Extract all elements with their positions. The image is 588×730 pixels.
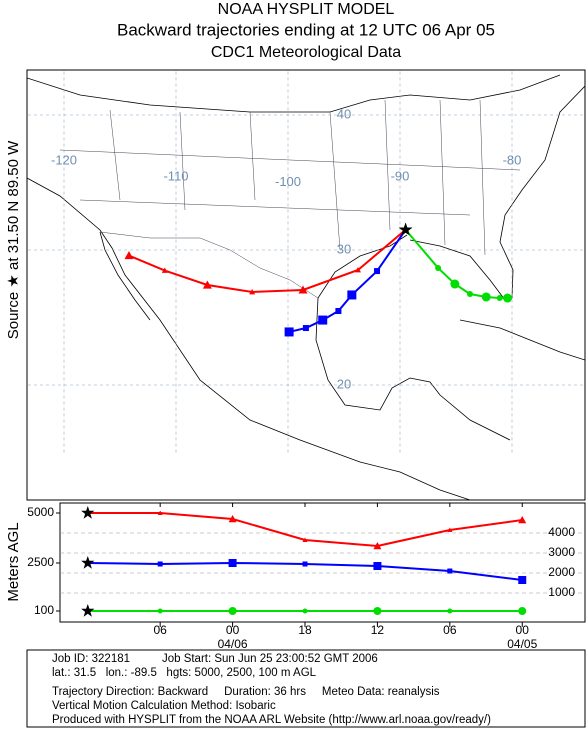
marker [481,292,491,302]
y-tick-label: 100 [34,603,54,617]
marker [157,510,163,515]
lat-label: 40 [337,106,351,121]
marker [447,527,453,532]
marker [467,291,473,298]
source-star [81,556,95,569]
marker [161,267,168,273]
lon-label: -80 [503,152,522,167]
marker [347,290,357,300]
x-tick-label: 12 [371,623,385,637]
coast [409,85,585,301]
marker [228,559,237,567]
border [99,231,319,299]
footer-box [26,649,586,728]
marker [373,562,382,570]
y-tick-label: 1000 [548,585,575,599]
x-date-label: 04/06 [218,637,248,651]
footer-line: Trajectory Direction: Backward Duration:… [52,686,440,698]
marker [518,576,527,584]
map-frame [26,69,586,501]
marker [373,607,382,615]
marker [202,280,212,289]
marker [302,537,308,542]
marker [355,266,361,273]
x-tick-label: 06 [153,623,167,637]
marker [228,515,237,523]
marker [302,325,309,332]
x-tick-label: 18 [298,623,312,637]
y-axis-label: Meters AGL [5,522,22,601]
marker [447,568,453,574]
coast [459,319,585,361]
footer-line: lat.: 31.5 lon.: -89.5 hgts: 5000, 2500,… [52,667,317,679]
map-outlines [27,74,585,500]
marker [496,295,503,302]
lat-label: 30 [337,241,351,256]
y-tick-label: 3000 [548,545,575,559]
marker [450,279,460,289]
x-tick-label: 00 [226,623,240,637]
title: NOAA HYSPLIT MODEL [218,1,395,18]
coast [27,177,471,500]
footer-line: Vertical Motion Calculation Method: Isob… [52,700,276,712]
marker [284,327,294,337]
lon-label: -110 [163,169,188,184]
x-date-label: 04/05 [507,637,537,651]
source-star [81,604,95,617]
marker [518,607,527,615]
marker [302,608,308,614]
lon-label: -100 [275,174,301,189]
map-layer: -120 -110 -100 -90 -80 40 30 20 [27,70,585,453]
footer-line: Produced with HYSPLIT from the NOAA ARL … [52,714,491,726]
marker [373,542,382,550]
y-tick-label: 5000 [27,505,54,519]
marker [157,561,163,567]
marker [228,607,237,615]
source-star [398,222,413,236]
lat-label: 20 [337,376,351,391]
height-frame [59,502,586,623]
x-tick-label: 06 [443,623,457,637]
marker [124,251,134,260]
lon-label: -120 [51,152,77,167]
marker [518,516,527,524]
x-tick-label: 00 [516,623,530,637]
source-star [81,506,95,519]
state-line [59,99,521,256]
marker [447,608,453,614]
coast [27,74,561,113]
marker [435,264,442,271]
marker [318,315,328,325]
marker [374,268,381,275]
marker [298,285,308,294]
marker [249,288,256,295]
y-tick-label: 4000 [548,525,575,539]
y-tick-label: 2000 [548,565,575,579]
marker [503,293,513,303]
y-tick-label: 2500 [27,555,54,569]
marker [302,561,308,567]
source-label: Source ★ at 31.50 N 89.50 W [5,140,22,339]
data-source: CDC1 Meteorological Data [211,44,401,61]
marker [335,308,342,315]
marker [157,608,163,614]
lon-label: -90 [391,169,410,184]
footer-line: Job ID: 322181 Job Start: Sun Jun 25 23:… [52,653,378,665]
subtitle: Backward trajectories ending at 12 UTC 0… [117,20,495,39]
coast [315,234,511,441]
coast [99,231,151,321]
